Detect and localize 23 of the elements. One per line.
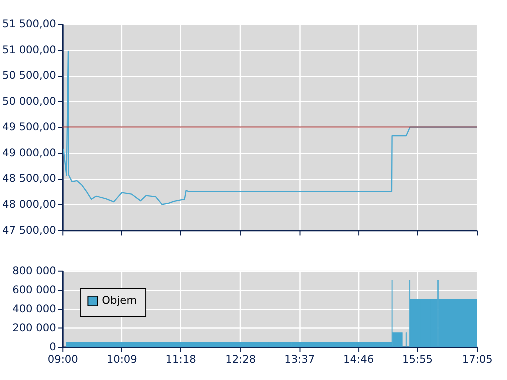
- y-tick-label: 0: [50, 341, 57, 354]
- y-tick-label: 51 000,00: [2, 44, 57, 56]
- x-tick-label: 10:09: [106, 354, 138, 366]
- y-tick-label: 50 500,00: [2, 70, 57, 82]
- x-tick-label: 17:05: [462, 354, 493, 366]
- legend-label: Objem: [102, 295, 138, 308]
- y-tick-label: 49 500,00: [2, 122, 57, 134]
- x-tick-label: 09:00: [48, 354, 79, 366]
- x-tick-label: 14:46: [344, 354, 374, 366]
- y-tick-label: 400 000: [12, 303, 57, 316]
- y-tick-label: 49 000,00: [2, 147, 57, 160]
- x-tick-label: 15:55: [402, 354, 434, 366]
- x-tick-label: 13:37: [284, 354, 316, 366]
- y-tick-label: 600 000: [12, 284, 57, 296]
- y-tick-label: 200 000: [12, 322, 57, 334]
- y-tick-label: 51 500,00: [2, 18, 57, 31]
- y-tick-label: 48 000,00: [2, 199, 57, 211]
- y-tick-label: 47 500,00: [2, 224, 57, 237]
- x-tick-label: 11:18: [166, 354, 197, 366]
- x-tick-label: 12:28: [226, 354, 256, 366]
- y-tick-label: 48 500,00: [2, 173, 57, 186]
- y-tick-label: 800 000: [12, 265, 57, 278]
- y-tick-label: 50 000,00: [2, 96, 57, 108]
